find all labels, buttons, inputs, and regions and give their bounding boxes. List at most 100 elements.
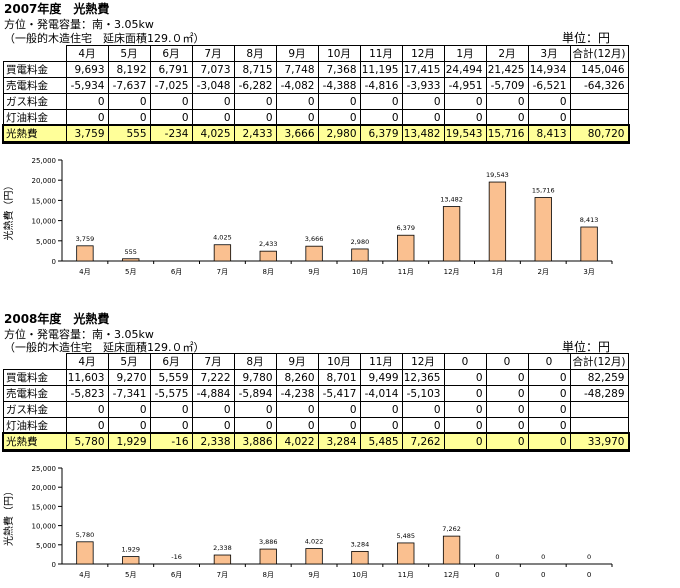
y-tick-label: 0 (52, 258, 56, 266)
value-cell: 0 (317, 109, 361, 126)
table-row: 光熱費 5,780 1,929 -16 2,338 3,886 4,022 3,284 5,48… (1, 431, 630, 452)
value-cell: 13,482 (401, 125, 445, 142)
total-cell: 80,720 (569, 125, 629, 142)
y-axis-label: 光熱費（円） (2, 181, 15, 241)
value-cell: 5,780 (65, 433, 109, 450)
value-cell: 0 (527, 385, 571, 402)
unit-label: 単位：円 (561, 31, 610, 45)
data-label: 0 (495, 553, 499, 561)
x-tick-label: 6月 (171, 571, 182, 579)
data-label: 4,025 (213, 234, 232, 242)
value-cell: 0 (233, 109, 277, 126)
value-cell: 0 (485, 93, 529, 110)
bar (122, 556, 140, 565)
value-cell: 3,759 (65, 125, 109, 142)
bar (580, 226, 598, 262)
month-header: 10月 (317, 45, 361, 62)
value-cell: 0 (485, 401, 529, 418)
value-cell: 0 (107, 93, 151, 110)
value-cell: 12,365 (401, 369, 445, 386)
month-header: 5月 (107, 353, 151, 370)
x-tick-label: 0 (587, 571, 591, 579)
bar (442, 206, 461, 262)
bar-chart: 0 5,000 10,000 15,000 20,000 25,000 光熱費（円） 3,75… (2, 157, 613, 276)
row-label: 光熱費 (3, 433, 67, 450)
value-cell: 0 (527, 93, 571, 110)
table-row: 灯油料金 0 0 0 0 0 0 0 0 0 0 0 0 (3, 417, 629, 434)
month-header: 2月 (485, 45, 529, 62)
value-cell: 3,284 (317, 433, 361, 450)
value-cell: 0 (65, 93, 109, 110)
month-header: 12月 (401, 45, 445, 62)
value-cell: -5,934 (65, 77, 109, 94)
x-tick-label: 5月 (125, 571, 136, 579)
value-cell: 0 (401, 401, 445, 418)
x-tick-label: 11月 (398, 268, 414, 276)
y-tick-label: 0 (52, 561, 56, 569)
corner-cell (4, 354, 67, 370)
month-header: 6月 (149, 353, 193, 370)
value-cell: 0 (149, 401, 193, 418)
value-cell: 0 (317, 417, 361, 434)
section-2008: 2008年度 光熱費 方位・発電容量：南・3.05kw （一般的木造住宅 延床面… (0, 296, 680, 585)
month-header: 7月 (191, 353, 235, 370)
value-cell: 0 (443, 401, 487, 418)
data-label: 5,780 (76, 531, 95, 539)
bar (351, 550, 369, 565)
total-header: 合計(12月) (569, 353, 629, 370)
value-cell: 4,025 (191, 125, 235, 142)
value-cell: 9,270 (107, 369, 151, 386)
value-cell: 8,192 (107, 61, 151, 78)
value-cell: 0 (359, 93, 403, 110)
value-cell: -5,417 (317, 385, 361, 402)
data-label: 3,759 (76, 235, 95, 243)
value-cell: -3,048 (191, 77, 235, 94)
x-tick-label: 8月 (263, 571, 274, 579)
value-cell: -6,521 (527, 77, 571, 94)
table-row: ガス料金 0 0 0 0 0 0 0 0 0 0 0 0 (3, 401, 629, 418)
x-tick-label: 3月 (583, 268, 594, 276)
month-header: 9月 (275, 45, 319, 62)
x-tick-label: 12月 (444, 571, 460, 579)
x-tick-label: 5月 (125, 268, 136, 276)
month-header: 8月 (233, 45, 277, 62)
bar (259, 250, 277, 262)
data-label: 3,284 (351, 540, 370, 548)
data-label: 2,338 (213, 544, 232, 552)
data-label: 3,666 (305, 235, 324, 243)
x-tick-label: 10月 (352, 268, 368, 276)
value-cell: 8,701 (317, 369, 361, 386)
value-cell: 0 (527, 401, 571, 418)
value-cell: 0 (443, 93, 487, 110)
value-cell: -234 (149, 125, 193, 142)
value-cell: -7,341 (107, 385, 151, 402)
value-cell: -4,951 (443, 77, 487, 94)
table-row: 売電料金 -5,934 -7,637 -7,025 -3,048 -6,282 -4,082… (3, 77, 629, 94)
value-cell: 0 (107, 401, 151, 418)
value-cell: 0 (275, 401, 319, 418)
bar (213, 554, 232, 565)
value-cell: 0 (401, 93, 445, 110)
data-label: 13,482 (440, 196, 463, 204)
month-header: 4月 (65, 353, 109, 370)
value-cell: -5,575 (149, 385, 193, 402)
value-cell: 0 (443, 385, 487, 402)
value-cell: 0 (443, 417, 487, 434)
value-cell: -5,709 (485, 77, 529, 94)
value-cell: 24,494 (443, 61, 487, 78)
cost-table: 4月 5月 6月 7月 8月 9月 10月 11月 12月 0 0 0 合計(12月) 買電料金 11,60… (1, 353, 630, 452)
value-cell: 0 (191, 109, 235, 126)
value-cell: 0 (233, 417, 277, 434)
value-cell: 3,666 (275, 125, 319, 142)
value-cell: 9,780 (233, 369, 277, 386)
row-label: 売電料金 (3, 77, 67, 94)
month-header: 8月 (233, 353, 277, 370)
x-tick-label: 7月 (217, 268, 228, 276)
x-tick-label: 6月 (171, 268, 182, 276)
value-cell: 0 (65, 109, 109, 126)
month-header: 11月 (359, 45, 403, 62)
table-row: 光熱費 3,759 555 -234 4,025 2,433 3,666 2,980 6,379… (1, 123, 630, 144)
bar (488, 181, 507, 262)
data-label: 5,485 (396, 532, 415, 540)
table-row: ガス料金 0 0 0 0 0 0 0 0 0 0 0 0 (3, 93, 629, 110)
